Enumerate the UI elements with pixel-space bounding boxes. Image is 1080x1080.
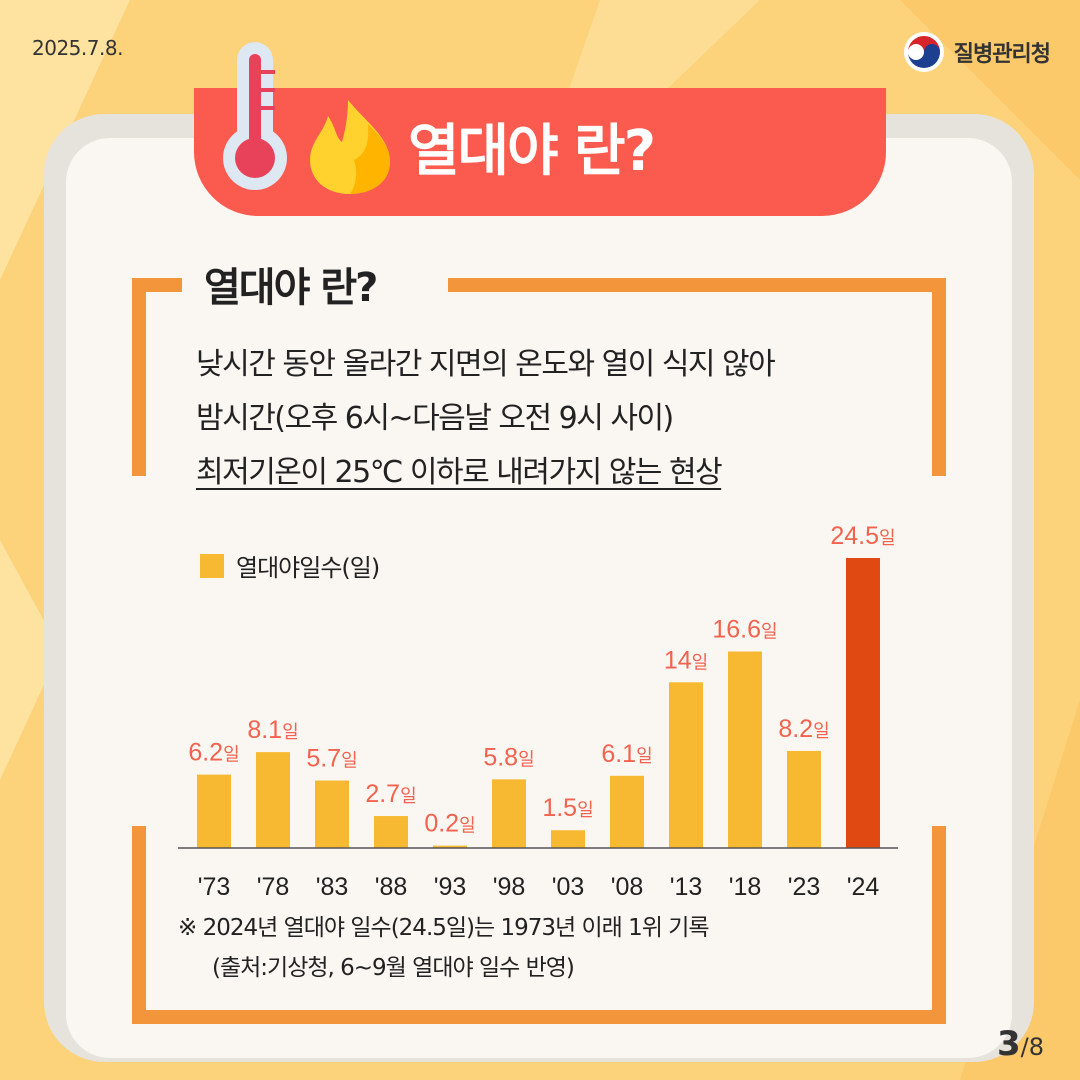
thermometer-icon <box>223 42 287 190</box>
bar-8 <box>669 682 703 848</box>
category-label-1: '78 <box>257 873 290 901</box>
category-label-6: '03 <box>552 873 585 901</box>
data-label-6: 1.5일 <box>542 794 593 822</box>
taegeuk-icon <box>903 32 944 72</box>
bar-1 <box>256 752 290 848</box>
category-label-4: '93 <box>434 873 467 901</box>
frame-left-bottom <box>132 826 146 1024</box>
category-label-2: '83 <box>316 873 349 901</box>
definition-line-1: 낮시간 동안 올라간 지면의 온도와 열이 식지 않아 <box>196 347 776 382</box>
frame-right-bottom <box>932 826 946 1024</box>
footnote-line-1: ※ 2024년 열대야 일수(24.5일)는 1973년 이래 1위 기록 <box>178 915 710 941</box>
category-label-5: '98 <box>493 873 526 901</box>
page-total: /8 <box>1020 1033 1044 1061</box>
bar-7 <box>610 775 644 848</box>
category-label-11: '24 <box>847 873 880 901</box>
category-label-10: '23 <box>788 873 821 901</box>
category-label-8: '13 <box>670 873 703 901</box>
flame-icon <box>310 100 390 194</box>
bar-11 <box>846 558 880 848</box>
definition-line-3: 최저기온이 25℃ 이하로 내려가지 않는 현상 <box>196 455 723 490</box>
frame-left-top <box>132 278 146 476</box>
legend-label: 열대야일수(일) <box>236 554 380 582</box>
data-label-11: 24.5일 <box>830 522 895 550</box>
data-label-1: 8.1일 <box>247 716 298 744</box>
frame-bottom <box>132 1010 946 1024</box>
section-title: 열대야 란? <box>204 265 378 311</box>
category-label-3: '88 <box>375 873 408 901</box>
data-label-4: 0.2일 <box>424 810 475 838</box>
data-label-9: 16.6일 <box>712 616 777 644</box>
page-current: 3 <box>996 1024 1021 1064</box>
bar-4 <box>433 845 467 848</box>
bar-10 <box>787 750 821 848</box>
data-label-8: 14일 <box>664 646 708 674</box>
definition-text: 낮시간 동안 올라간 지면의 온도와 열이 식지 않아 밤시간(오후 6시~다음… <box>196 338 776 500</box>
legend-swatch <box>200 553 224 578</box>
definition-line-2: 밤시간(오후 6시~다음날 오전 9시 사이) <box>196 401 674 436</box>
chart-legend: 열대야일수(일) <box>200 548 380 583</box>
page-indicator: 3/8 <box>997 1024 1044 1064</box>
org-logo: 질병관리청 <box>902 30 1051 74</box>
bar-0 <box>197 774 231 848</box>
data-label-5: 5.8일 <box>483 743 534 771</box>
bar-5 <box>492 779 526 848</box>
bar-2 <box>315 780 349 848</box>
footnote-line-2: (출처:기상청, 6~9월 열대야 일수 반영) <box>212 955 575 981</box>
data-label-7: 6.1일 <box>601 740 652 768</box>
data-label-2: 5.7일 <box>306 745 357 773</box>
bar-6 <box>551 830 585 848</box>
frame-right-top <box>932 278 946 476</box>
title-banner <box>194 88 886 216</box>
date-label: 2025.7.8. <box>32 36 123 60</box>
banner-title: 열대야 란? <box>408 119 656 184</box>
category-label-0: '73 <box>198 873 231 901</box>
frame-top-right <box>448 278 946 292</box>
category-label-9: '18 <box>729 873 762 901</box>
org-name: 질병관리청 <box>953 42 1051 67</box>
data-label-0: 6.2일 <box>188 739 239 767</box>
data-label-10: 8.2일 <box>778 715 829 743</box>
bar-3 <box>374 816 408 848</box>
category-label-7: '08 <box>611 873 644 901</box>
bar-9 <box>728 651 762 848</box>
footnote: ※ 2024년 열대야 일수(24.5일)는 1973년 이래 1위 기록 (출… <box>178 908 710 988</box>
data-label-3: 2.7일 <box>365 780 416 808</box>
